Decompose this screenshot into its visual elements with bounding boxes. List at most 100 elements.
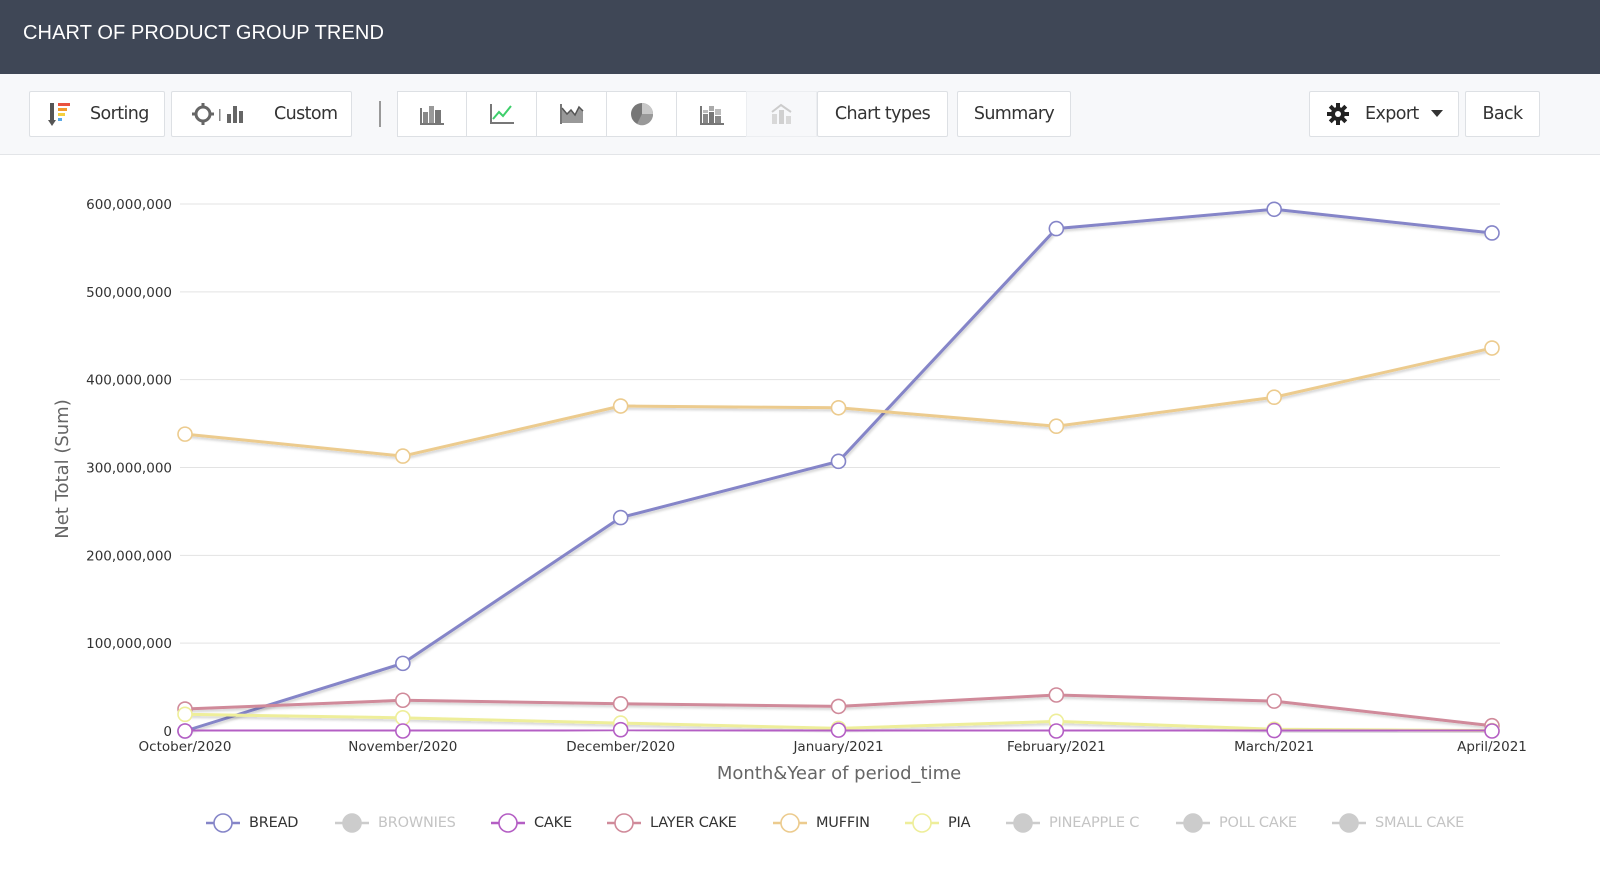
line-chart-icon <box>489 104 514 124</box>
legend-label: SMALL CAKE <box>1375 815 1465 831</box>
area-chart-icon <box>559 104 584 124</box>
back-button[interactable]: Back <box>1465 91 1540 137</box>
data-point[interactable] <box>177 701 193 717</box>
data-point[interactable] <box>1048 713 1065 730</box>
area-chart-button[interactable] <box>536 91 607 137</box>
legend-item-brownies[interactable]: BROWNIES <box>334 808 456 838</box>
data-point[interactable] <box>1048 687 1065 703</box>
legend-label: MUFFIN <box>816 815 870 831</box>
y-tick-label: 0 <box>163 724 172 740</box>
data-point[interactable] <box>395 448 411 464</box>
toolbar: Sorting Custom <box>0 74 1600 155</box>
summary-button[interactable]: Summary <box>957 91 1071 137</box>
stacked-bar-chart-button[interactable] <box>676 91 747 137</box>
legend-marker-icon <box>607 813 641 833</box>
series-cake <box>177 721 1500 739</box>
x-tick-label: April/2021 <box>1457 739 1527 755</box>
data-point[interactable] <box>830 698 847 715</box>
legend-marker-icon <box>905 813 939 833</box>
line-chart-button[interactable] <box>466 91 537 137</box>
data-point[interactable] <box>1484 723 1500 739</box>
chart-types-button[interactable]: Chart types <box>817 91 948 137</box>
data-point[interactable] <box>1484 722 1500 739</box>
series-line <box>184 207 1493 733</box>
data-point[interactable] <box>1266 722 1282 739</box>
legend-item-cake[interactable]: CAKE <box>490 808 572 838</box>
stacked-bar-chart-icon <box>699 106 724 125</box>
x-tick-label: December/2020 <box>566 739 675 755</box>
pie-chart-button[interactable] <box>606 91 677 137</box>
data-point[interactable] <box>612 398 629 414</box>
y-tick-label: 400,000,000 <box>86 373 172 389</box>
data-point[interactable] <box>1266 721 1282 738</box>
combo-chart-button[interactable] <box>746 91 817 137</box>
x-tick-label: November/2020 <box>348 739 457 755</box>
data-point[interactable] <box>1266 693 1282 709</box>
data-point[interactable] <box>612 509 629 526</box>
combo-chart-icon <box>770 103 792 124</box>
legend-item-bread[interactable]: BREAD <box>205 808 298 838</box>
sorting-button[interactable]: Sorting <box>29 91 165 137</box>
legend-item-pia[interactable]: PIA <box>904 808 971 838</box>
y-tick-label: 500,000,000 <box>86 285 172 301</box>
data-point[interactable] <box>395 692 411 709</box>
legend-marker-icon <box>1332 813 1366 833</box>
series-line <box>185 728 1493 733</box>
bar-chart-button[interactable] <box>397 91 467 137</box>
custom-settings-icon <box>192 103 243 125</box>
page-title: CHART OF PRODUCT GROUP TREND <box>23 22 384 44</box>
data-point[interactable] <box>1484 340 1500 356</box>
data-point[interactable] <box>177 723 193 739</box>
legend-marker-icon <box>1006 813 1040 833</box>
custom-button[interactable]: Custom <box>171 91 352 137</box>
data-point[interactable] <box>177 426 193 442</box>
data-point[interactable] <box>177 723 193 739</box>
y-tick-label: 600,000,000 <box>86 197 172 213</box>
data-point[interactable] <box>1048 723 1065 739</box>
data-point[interactable] <box>395 710 411 726</box>
data-point[interactable] <box>830 722 847 738</box>
legend-item-layer-cake[interactable]: LAYER CAKE <box>606 808 737 838</box>
data-point[interactable] <box>830 399 847 416</box>
chart-gridlines <box>180 203 1500 644</box>
x-tick-label: March/2021 <box>1234 739 1314 755</box>
series-bread <box>177 201 1500 739</box>
data-point[interactable] <box>395 655 411 672</box>
y-axis-label: Net Total (Sum) <box>52 399 73 539</box>
data-point[interactable] <box>1048 220 1065 237</box>
legend-item-pineapple-c[interactable]: PINEAPPLE C <box>1005 808 1139 838</box>
y-axis-ticks: 0 100,000,000 200,000,000 300,000,000 400,00… <box>86 197 172 740</box>
data-point[interactable] <box>830 720 847 737</box>
data-point[interactable] <box>1484 717 1500 734</box>
chart-legend: BREAD BROWNIES CAKE LAYER CAKE MUFFIN PIA PINE… <box>0 808 1600 838</box>
legend-item-poll-cake[interactable]: POLL CAKE <box>1175 808 1297 838</box>
legend-marker-icon <box>491 813 525 833</box>
legend-label: BREAD <box>249 815 299 831</box>
data-point[interactable] <box>612 721 629 738</box>
app-header: CHART OF PRODUCT GROUP TREND <box>0 0 1600 74</box>
legend-item-muffin[interactable]: MUFFIN <box>772 808 870 838</box>
back-label: Back <box>1482 104 1523 124</box>
data-point[interactable] <box>1048 418 1065 435</box>
legend-marker-icon <box>335 813 369 833</box>
data-point[interactable] <box>612 715 629 731</box>
legend-label: PINEAPPLE C <box>1049 815 1140 831</box>
x-tick-label: February/2021 <box>1007 739 1106 755</box>
sorting-icon <box>48 103 70 126</box>
data-point[interactable] <box>395 723 411 739</box>
y-tick-label: 300,000,000 <box>86 461 172 477</box>
toolbar-divider <box>379 101 381 127</box>
bar-chart-icon <box>420 106 444 125</box>
data-point[interactable] <box>1484 225 1500 241</box>
export-button[interactable]: Export <box>1309 91 1459 137</box>
data-point[interactable] <box>1266 201 1282 218</box>
legend-item-small-cake[interactable]: SMALL CAKE <box>1331 808 1464 838</box>
data-point[interactable] <box>1266 389 1282 406</box>
legend-marker-icon <box>206 813 240 833</box>
legend-label: CAKE <box>534 815 572 831</box>
data-point[interactable] <box>177 706 193 723</box>
data-point[interactable] <box>612 695 629 712</box>
pie-chart-icon <box>630 103 653 126</box>
data-point[interactable] <box>830 453 847 470</box>
export-label: Export <box>1365 104 1419 124</box>
